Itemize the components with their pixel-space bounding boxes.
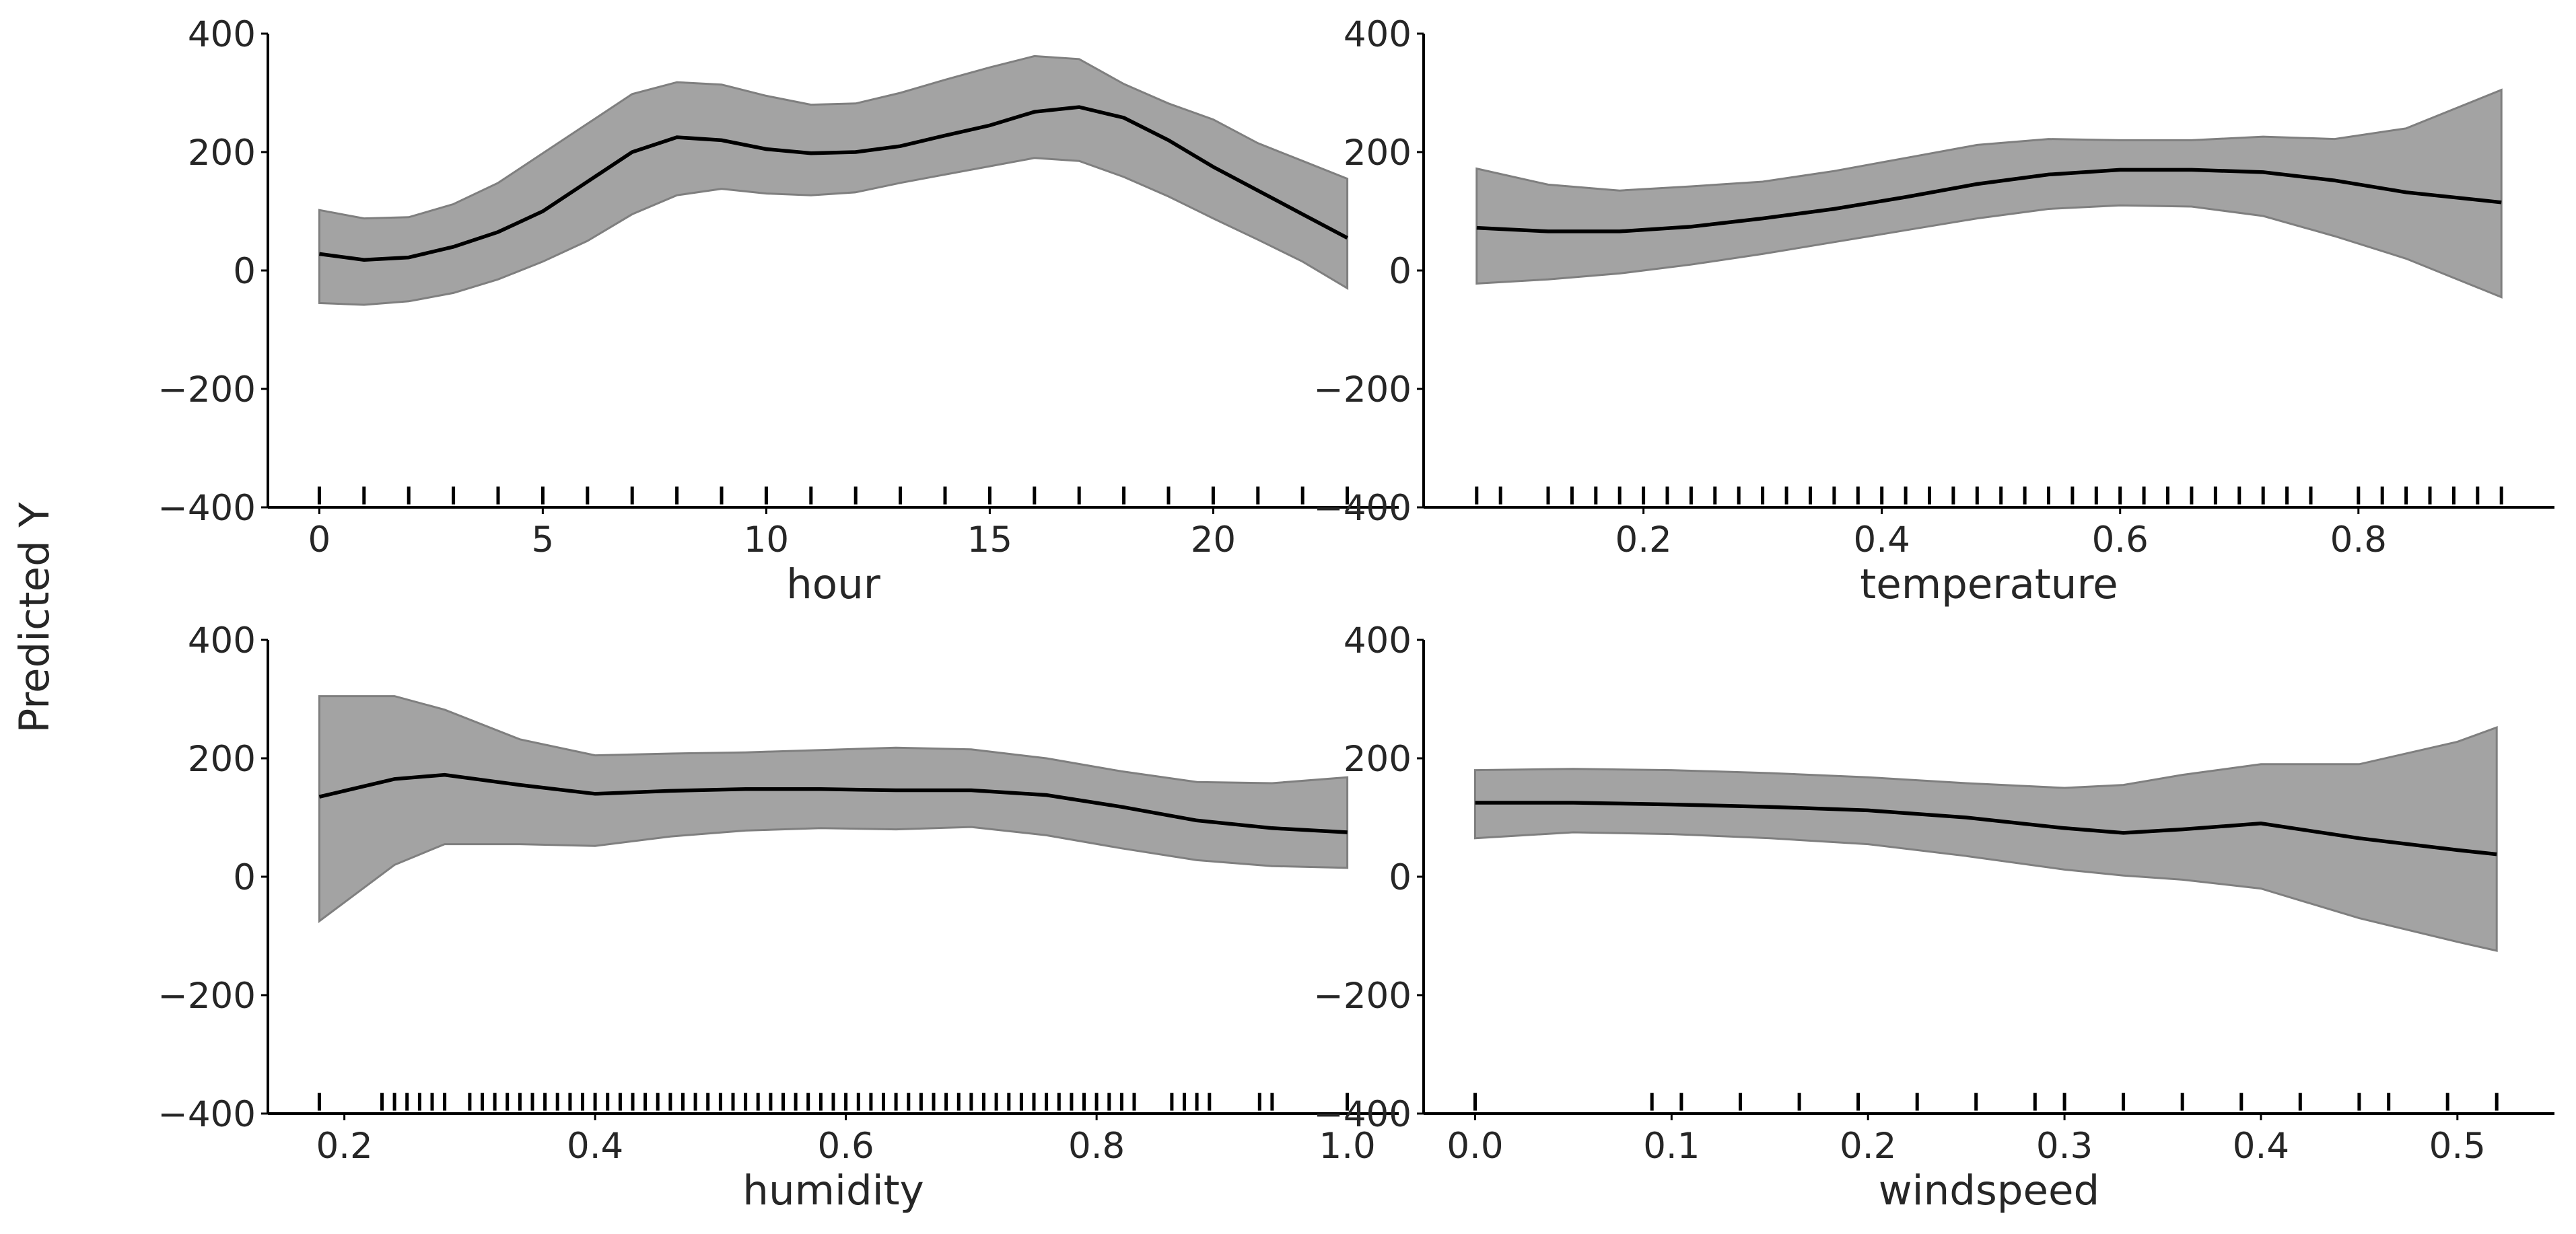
panel-humidity: 0.2 0.4 0.6 0.8 1.0 −400 −200 0 200 400 humidity [158, 620, 1399, 1214]
windspeed-y-tick-label: −400 [1313, 1094, 1412, 1135]
humidity-y-tick-label: 0 [233, 857, 256, 898]
humidity-credible-band [318, 695, 1349, 923]
panel-temperature: 0.2 0.4 0.6 0.8 −400 −200 0 200 400 temperature [1313, 14, 2554, 608]
hour-y-tick-label: 400 [188, 14, 256, 55]
temperature-plot-area: 0.2 0.4 0.6 0.8 −400 −200 0 200 400 [1313, 14, 2554, 560]
hour-plot-area: 0 5 10 15 20 −400 −200 0 200 400 [158, 14, 1399, 560]
humidity-x-tick-label: 0.8 [1068, 1126, 1125, 1167]
hour-x-tick-label: 15 [967, 519, 1012, 560]
temperature-x-tick-label: 0.2 [1615, 519, 1671, 560]
temperature-xlabel: temperature [1860, 560, 2118, 608]
hour-credible-band [318, 55, 1349, 306]
humidity-y-tick-label: −200 [158, 976, 256, 1017]
panel-hour: 0 5 10 15 20 −400 −200 0 200 400 hour [158, 14, 1399, 608]
humidity-plot-area: 0.2 0.4 0.6 0.8 1.0 −400 −200 0 200 400 [158, 620, 1399, 1167]
windspeed-y-tick-label: 400 [1344, 620, 1412, 661]
windspeed-x-tick-label: 0.2 [1840, 1126, 1896, 1167]
humidity-x-tick-label: 0.6 [817, 1126, 874, 1167]
humidity-y-tick-label: 200 [188, 739, 256, 780]
windspeed-y-tick-label: −200 [1313, 976, 1412, 1017]
figure-ylabel: Predicted Y [11, 502, 59, 733]
windspeed-plot-area: 0.0 0.1 0.2 0.3 0.4 0.5 −400 −200 0 200 400 [1313, 620, 2554, 1167]
humidity-y-tick-label: 400 [188, 620, 256, 661]
hour-y-tick-label: −400 [158, 488, 256, 529]
temperature-mean-line [1476, 168, 2502, 233]
temperature-x-tick-label: 0.4 [1854, 519, 1910, 560]
humidity-x-tick-label: 0.4 [567, 1126, 623, 1167]
temperature-y-tick-label: −200 [1313, 369, 1412, 410]
humidity-y-tick-label: −400 [158, 1094, 256, 1135]
windspeed-x-tick-label: 0.1 [1643, 1126, 1700, 1167]
hour-mean-line [319, 105, 1348, 262]
temperature-y-tick-label: −400 [1313, 488, 1412, 529]
hour-x-tick-label: 0 [308, 519, 330, 560]
temperature-y-tick-label: 400 [1344, 14, 1412, 55]
hour-x-tick-label: 10 [744, 519, 789, 560]
temperature-y-tick-label: 0 [1389, 251, 1412, 292]
windspeed-xlabel: windspeed [1879, 1167, 2100, 1214]
windspeed-x-tick-label: 0.0 [1447, 1126, 1503, 1167]
humidity-xlabel: humidity [742, 1167, 924, 1214]
temperature-y-tick-label: 200 [1344, 133, 1412, 174]
temperature-x-tick-label: 0.8 [2330, 519, 2387, 560]
hour-x-tick-label: 20 [1191, 519, 1236, 560]
temperature-x-tick-label: 0.6 [2092, 519, 2149, 560]
hour-y-tick-label: −200 [158, 369, 256, 410]
windspeed-x-tick-label: 0.4 [2233, 1126, 2289, 1167]
hour-y-tick-label: 0 [233, 251, 256, 292]
hour-xlabel: hour [786, 560, 881, 608]
humidity-x-tick-label: 0.2 [316, 1126, 372, 1167]
windspeed-x-tick-label: 0.3 [2036, 1126, 2093, 1167]
windspeed-y-tick-label: 200 [1344, 739, 1412, 780]
hour-y-tick-label: 200 [188, 133, 256, 174]
temperature-credible-band [1475, 88, 2503, 299]
windspeed-y-tick-label: 0 [1389, 857, 1412, 898]
windspeed-x-tick-label: 0.5 [2429, 1126, 2486, 1167]
windspeed-credible-band [1474, 726, 2498, 952]
humidity-x-tick-label: 1.0 [1319, 1126, 1375, 1167]
windspeed-mean-line [1475, 801, 2497, 857]
panel-windspeed: 0.0 0.1 0.2 0.3 0.4 0.5 −400 −200 0 200 400 windsp… [1313, 620, 2554, 1214]
humidity-mean-line [318, 772, 1348, 834]
hour-x-tick-label: 5 [532, 519, 555, 560]
